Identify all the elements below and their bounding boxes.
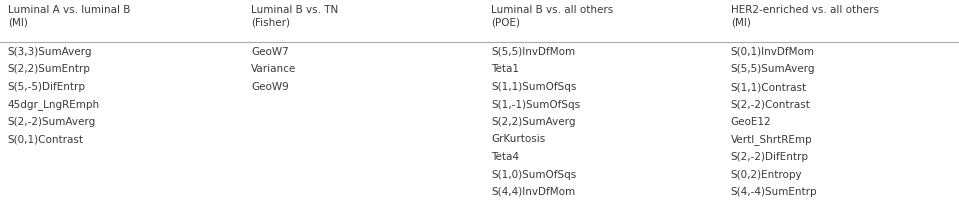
Text: S(4,-4)SumEntrp: S(4,-4)SumEntrp <box>731 187 817 197</box>
Text: GeoE12: GeoE12 <box>731 117 771 127</box>
Text: S(3,3)SumAverg: S(3,3)SumAverg <box>8 47 92 57</box>
Text: S(2,-2)SumAverg: S(2,-2)SumAverg <box>8 117 96 127</box>
Text: S(2,2)SumEntrp: S(2,2)SumEntrp <box>8 65 90 75</box>
Text: 45dgr_LngREmph: 45dgr_LngREmph <box>8 100 100 110</box>
Text: S(5,5)InvDfMom: S(5,5)InvDfMom <box>491 47 575 57</box>
Text: S(0,1)Contrast: S(0,1)Contrast <box>8 135 83 145</box>
Text: Luminal A vs. luminal B
(MI): Luminal A vs. luminal B (MI) <box>8 5 130 28</box>
Text: S(2,2)SumAverg: S(2,2)SumAverg <box>491 117 575 127</box>
Text: Teta4: Teta4 <box>491 152 519 162</box>
Text: GrKurtosis: GrKurtosis <box>491 135 546 145</box>
Text: Luminal B vs. all others
(POE): Luminal B vs. all others (POE) <box>491 5 613 28</box>
Text: S(5,5)SumAverg: S(5,5)SumAverg <box>731 65 815 75</box>
Text: S(0,2)Entropy: S(0,2)Entropy <box>731 170 803 179</box>
Text: Teta1: Teta1 <box>491 65 519 75</box>
Text: S(1,-1)SumOfSqs: S(1,-1)SumOfSqs <box>491 100 580 110</box>
Text: S(0,1)InvDfMom: S(0,1)InvDfMom <box>731 47 815 57</box>
Text: S(2,-2)DifEntrp: S(2,-2)DifEntrp <box>731 152 808 162</box>
Text: VertI_ShrtREmp: VertI_ShrtREmp <box>731 135 812 145</box>
Text: S(1,1)Contrast: S(1,1)Contrast <box>731 82 807 92</box>
Text: S(1,0)SumOfSqs: S(1,0)SumOfSqs <box>491 170 576 179</box>
Text: Variance: Variance <box>251 65 296 75</box>
Text: S(1,1)SumOfSqs: S(1,1)SumOfSqs <box>491 82 576 92</box>
Text: GeoW9: GeoW9 <box>251 82 289 92</box>
Text: S(2,-2)Contrast: S(2,-2)Contrast <box>731 100 810 110</box>
Text: GeoW7: GeoW7 <box>251 47 289 57</box>
Text: S(4,4)InvDfMom: S(4,4)InvDfMom <box>491 187 575 197</box>
Text: HER2-enriched vs. all others
(MI): HER2-enriched vs. all others (MI) <box>731 5 878 28</box>
Text: S(5,-5)DifEntrp: S(5,-5)DifEntrp <box>8 82 85 92</box>
Text: Luminal B vs. TN
(Fisher): Luminal B vs. TN (Fisher) <box>251 5 339 28</box>
